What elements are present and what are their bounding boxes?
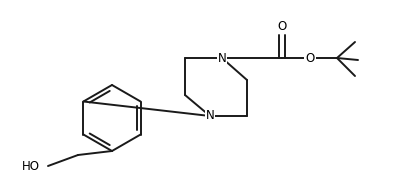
Text: O: O — [305, 51, 314, 64]
Text: N: N — [217, 51, 226, 64]
Text: N: N — [205, 109, 214, 122]
Text: O: O — [277, 21, 286, 34]
Text: HO: HO — [22, 159, 40, 172]
